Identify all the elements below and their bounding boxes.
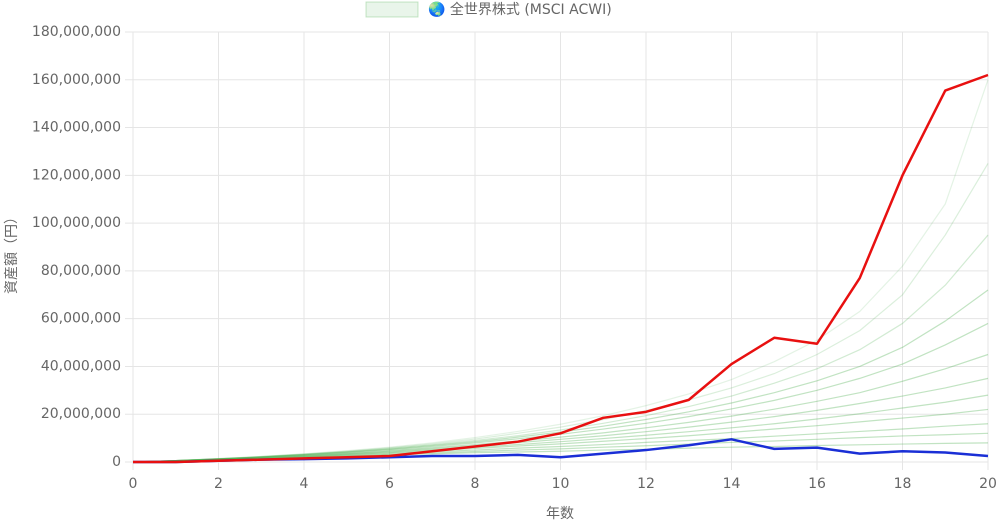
x-tick-label: 20 [979,476,997,492]
x-tick-label: 4 [300,476,309,492]
y-tick-label: 40,000,000 [41,358,121,374]
x-tick-label: 6 [385,476,394,492]
series-line [132,408,989,463]
y-tick-label: 60,000,000 [41,311,121,327]
x-tick-label: 8 [471,476,480,492]
series-line [132,432,989,463]
y-axis-label: 資産額（円） [4,210,20,294]
x-tick-label: 16 [808,476,826,492]
x-tick-label: 0 [129,476,138,492]
y-tick-label: 80,000,000 [41,263,121,279]
series-line [132,163,989,463]
series-line [132,423,989,463]
y-tick-label: 140,000,000 [32,120,121,136]
y-tick-label: 180,000,000 [32,24,121,40]
series-line [132,234,989,463]
x-tick-label: 2 [214,476,223,492]
legend-swatch[interactable] [365,1,419,18]
series-line [132,79,989,463]
series-line [133,73,989,464]
x-tick-label: 14 [723,476,741,492]
x-tick-label: 12 [637,476,655,492]
series-line [132,353,989,463]
series-line [132,394,989,463]
y-tick-label: 120,000,000 [32,167,121,183]
legend-label[interactable]: 🌏 全世界株式 (MSCI ACWI) [428,1,612,18]
series-line [132,377,989,463]
y-tick-label: 100,000,000 [32,215,121,231]
x-tick-label: 18 [894,476,912,492]
y-tick-label: 0 [112,454,121,470]
x-tick-label: 10 [552,476,570,492]
y-tick-label: 20,000,000 [41,406,121,422]
y-tick-label: 160,000,000 [32,72,121,88]
x-axis-label: 年数 [546,506,574,522]
